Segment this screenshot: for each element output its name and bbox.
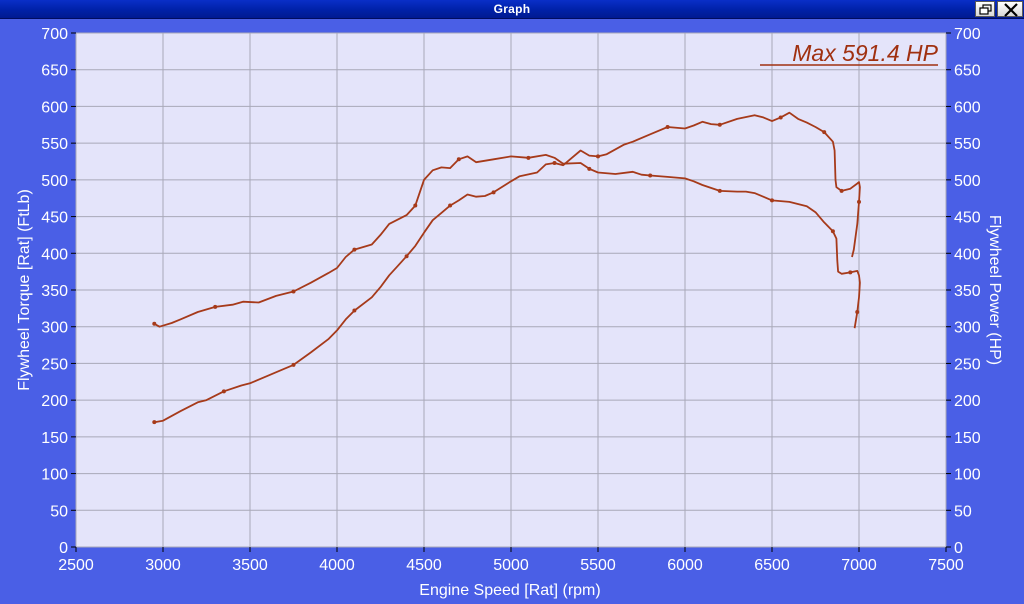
right-y-tick-label-50: 50 — [954, 503, 972, 520]
x-tick-label-5000: 5000 — [493, 557, 529, 574]
x-tick-label-6500: 6500 — [754, 557, 790, 574]
left-y-tick-label-200: 200 — [41, 393, 68, 410]
x-tick-label-4500: 4500 — [406, 557, 442, 574]
series-1-point-55 — [830, 229, 835, 234]
series-2-point-65 — [839, 188, 844, 193]
series-2-point-5 — [221, 389, 226, 394]
series-1-point-60 — [848, 270, 853, 275]
close-button[interactable] — [997, 1, 1023, 17]
series-2-point-35 — [552, 160, 557, 165]
right-y-tick-label-500: 500 — [954, 173, 981, 190]
left-y-axis-ticks: 0 50 100 150 200 250 300 350 400 450 500 550 600 650 7… — [41, 26, 76, 557]
right-y-tick-label-150: 150 — [954, 430, 981, 447]
left-y-tick-label-400: 400 — [41, 246, 68, 263]
left-y-axis-title: Flywheel Torque [Rat] (FtLb) — [16, 189, 33, 391]
series-2-point-30 — [491, 190, 496, 195]
series-1-point-20 — [413, 203, 418, 208]
series-2-point-50 — [717, 122, 722, 127]
series-2-point-60 — [822, 130, 827, 135]
series-2-point-15 — [352, 308, 357, 313]
left-y-tick-label-100: 100 — [41, 467, 68, 484]
series-2-point-55 — [778, 115, 783, 120]
right-y-axis-title: Flywheel Power (HP) — [986, 215, 1003, 365]
series-1-point-25 — [456, 157, 461, 162]
series-2-point-45 — [665, 124, 670, 129]
left-y-tick-label-250: 250 — [41, 356, 68, 373]
x-tick-label-2500: 2500 — [58, 557, 94, 574]
right-y-tick-label-400: 400 — [954, 246, 981, 263]
right-y-tick-label-250: 250 — [954, 356, 981, 373]
right-y-tick-label-650: 650 — [954, 63, 981, 80]
series-1-point-30 — [526, 155, 531, 160]
left-y-tick-label-450: 450 — [41, 210, 68, 227]
series-1-point-35 — [587, 166, 592, 171]
x-tick-label-3500: 3500 — [232, 557, 268, 574]
series-group — [152, 111, 861, 425]
series-2-point-70 — [857, 199, 861, 204]
right-y-tick-label-450: 450 — [954, 210, 981, 227]
x-tick-label-7500: 7500 — [928, 557, 964, 574]
left-y-tick-label-150: 150 — [41, 430, 68, 447]
left-y-tick-label-650: 650 — [41, 63, 68, 80]
series-line-2 — [154, 111, 861, 424]
series-2-point-25 — [448, 203, 453, 208]
series-1-point-50 — [770, 198, 774, 203]
x-axis-ticks: 2500 3000 3500 4000 4500 5000 5500 6000 6500 7000… — [58, 547, 964, 574]
series-2-point-40 — [596, 154, 600, 159]
right-y-tick-label-600: 600 — [954, 99, 981, 116]
right-y-tick-label-300: 300 — [954, 320, 981, 337]
series-1-point-5 — [213, 304, 218, 309]
series-1-point-40 — [648, 173, 653, 178]
left-y-tick-label-550: 550 — [41, 136, 68, 153]
right-y-tick-label-700: 700 — [954, 26, 981, 43]
series-1-point-45 — [717, 188, 722, 193]
right-y-tick-label-200: 200 — [954, 393, 981, 410]
right-y-tick-label-550: 550 — [954, 136, 981, 153]
left-y-tick-label-600: 600 — [41, 99, 68, 116]
title-bar[interactable]: Graph — [0, 0, 1024, 19]
x-tick-label-4000: 4000 — [319, 557, 355, 574]
left-y-tick-label-500: 500 — [41, 173, 68, 190]
window-title: Graph — [493, 2, 531, 16]
close-x-icon — [1004, 3, 1018, 17]
max-power-annotation: Max 591.4 HP — [792, 40, 938, 66]
left-y-tick-label-350: 350 — [41, 283, 68, 300]
x-tick-label-6000: 6000 — [667, 557, 703, 574]
x-tick-label-3000: 3000 — [145, 557, 181, 574]
left-y-tick-label-300: 300 — [41, 320, 68, 337]
right-y-axis-ticks: 0 50 100 150 200 250 300 350 400 450 500 550 600 650 7… — [946, 26, 981, 557]
series-2-point-10 — [291, 362, 296, 367]
right-y-tick-label-100: 100 — [954, 467, 981, 484]
restore-button[interactable] — [975, 1, 995, 17]
right-y-tick-label-0: 0 — [954, 540, 963, 557]
x-axis-title: Engine Speed [Rat] (rpm) — [419, 582, 600, 599]
left-y-tick-label-50: 50 — [50, 503, 68, 520]
x-tick-label-5500: 5500 — [580, 557, 616, 574]
left-y-tick-label-700: 700 — [41, 26, 68, 43]
series-2-point-20 — [404, 254, 409, 259]
series-1-point-10 — [291, 289, 296, 294]
restore-window-icon — [979, 4, 992, 15]
x-tick-label-7000: 7000 — [841, 557, 877, 574]
series-2-point-0 — [152, 420, 157, 425]
left-y-tick-label-0: 0 — [59, 540, 68, 557]
series-1-point-0 — [152, 321, 157, 326]
series-1-point-15 — [352, 247, 357, 252]
right-y-tick-label-350: 350 — [954, 283, 981, 300]
series-1-point-65 — [855, 310, 860, 315]
